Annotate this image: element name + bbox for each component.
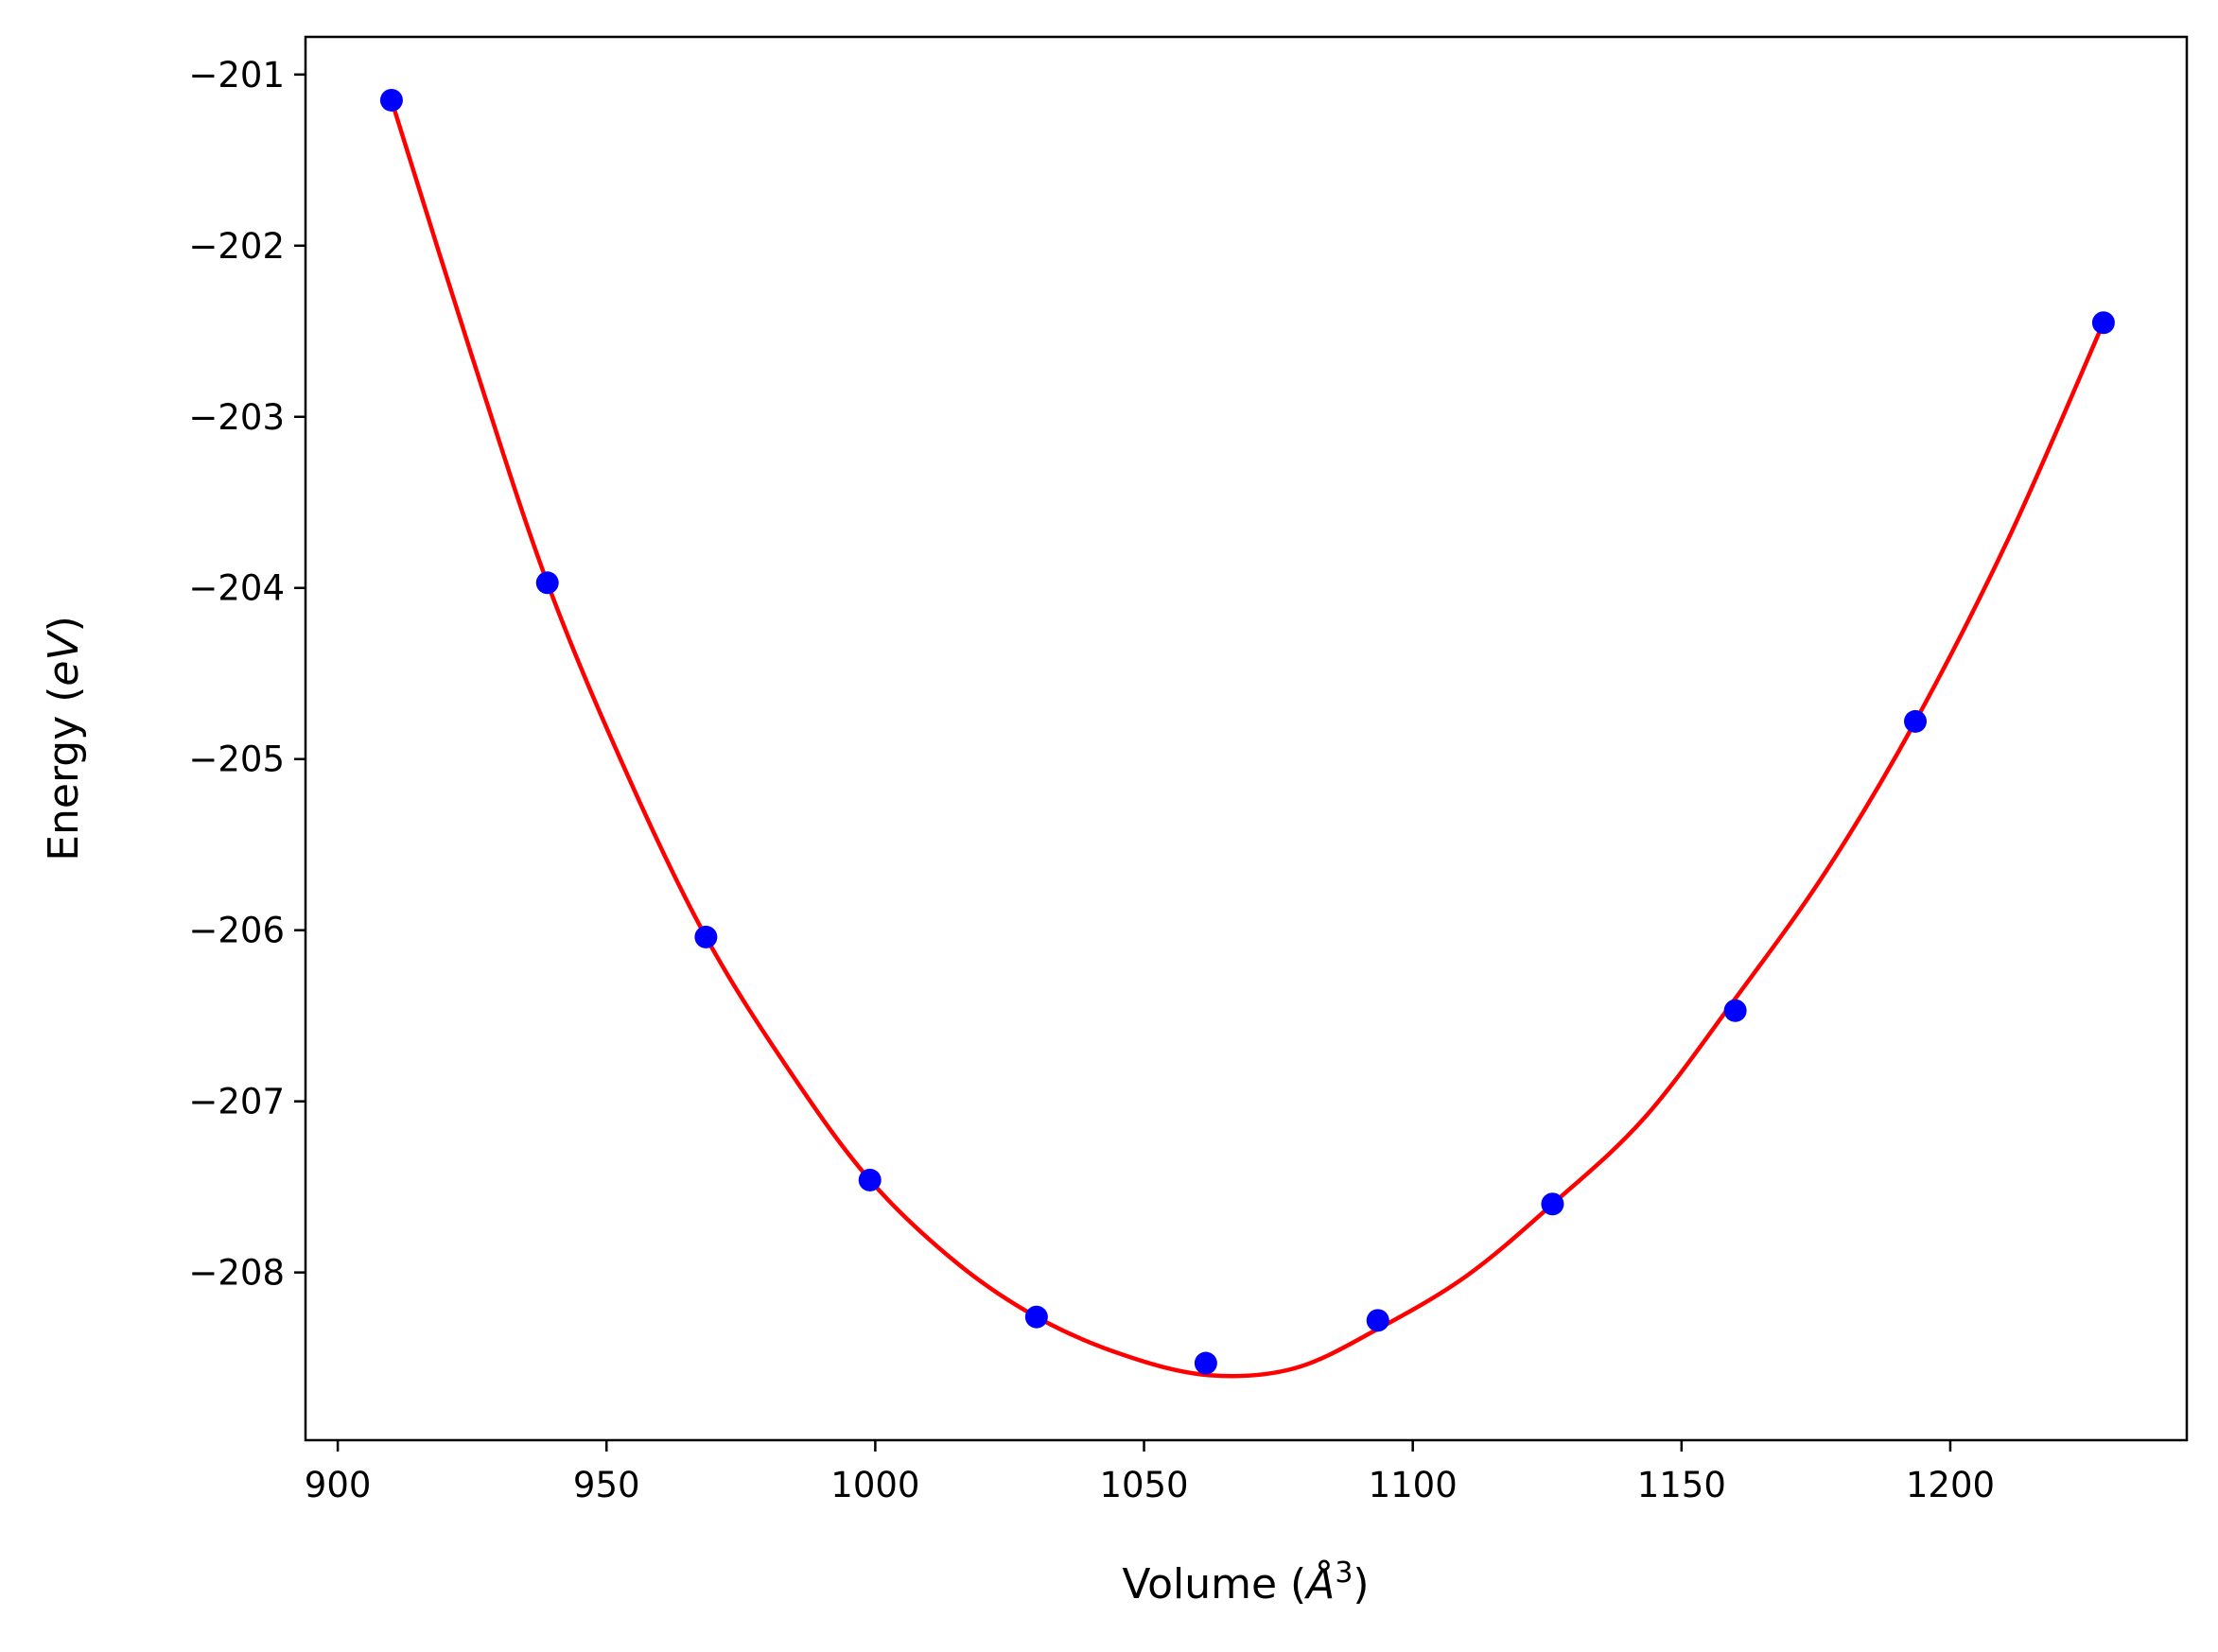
x-tick-label: 1100 [1369,1465,1458,1505]
data-point [1366,1309,1389,1332]
y-tick-label: −208 [188,1253,285,1294]
x-tick-label: 900 [305,1465,372,1505]
y-tick-label: −207 [188,1082,285,1122]
y-tick-label: −203 [188,397,285,438]
data-point [379,88,403,112]
data-point [858,1168,882,1191]
y-tick-label: −201 [188,55,285,96]
fit-curve [389,99,2105,1379]
data-point [1723,999,1747,1022]
data-point [694,925,718,948]
data-point [1904,709,1928,733]
fit-line-layer [389,99,2105,1379]
plot-area [306,37,2187,1440]
x-axis-ticks: 900 950 1000 1050 1100 1150 1200 [305,1440,1995,1505]
y-tick-label: −202 [188,226,285,267]
y-axis-label: Energy (eV) [40,616,88,861]
x-axis-label: Volume (Å3) [1122,1556,1369,1609]
data-points-layer [379,88,2115,1375]
y-axis-ticks: −201 −202 −203 −204 −205 −206 −207 −208 [188,55,306,1294]
y-tick-label: −205 [188,739,285,780]
plot-frame [304,35,2189,1442]
x-tick-label: 1150 [1637,1465,1726,1505]
x-tick-label: 1200 [1906,1465,1995,1505]
data-point [535,571,559,595]
x-tick-label: 1050 [1099,1465,1188,1505]
x-tick-label: 950 [573,1465,640,1505]
data-point [2091,311,2115,335]
y-tick-label: −204 [188,568,285,609]
x-tick-label: 1000 [830,1465,919,1505]
data-point [1194,1351,1217,1375]
data-point [1024,1305,1048,1329]
y-tick-label: −206 [188,911,285,951]
data-point [1541,1192,1564,1216]
